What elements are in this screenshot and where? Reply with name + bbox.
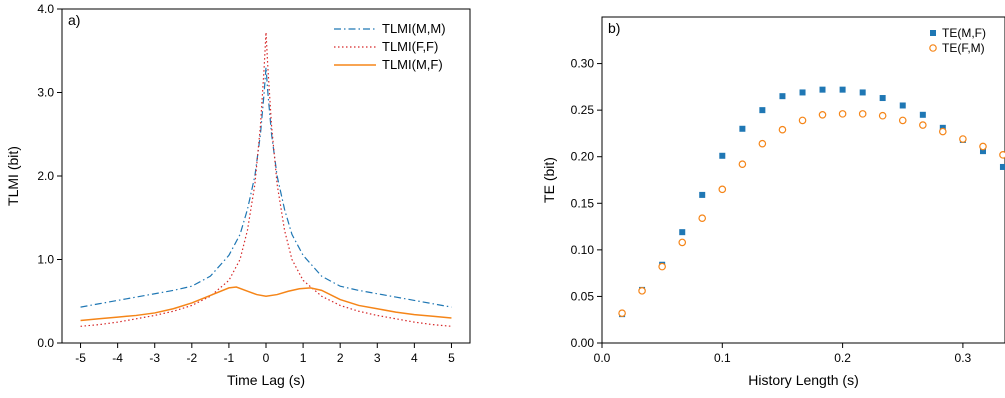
legend-swatch	[929, 44, 937, 52]
data-point-circle	[758, 139, 767, 148]
data-point-circle	[999, 151, 1005, 159]
data-point-circle	[798, 116, 807, 125]
data-point-circle	[959, 135, 967, 143]
y-tick-label: 3.0	[37, 86, 54, 100]
data-point-square	[979, 148, 986, 155]
legend-label: TE(M,F)	[942, 26, 986, 40]
data-point-circle	[838, 110, 847, 118]
x-tick-label: -4	[112, 351, 123, 365]
y-tick-label: 4.0	[37, 2, 54, 16]
x-axis-label: Time Lag (s)	[227, 372, 305, 388]
x-tick-label: 0.0	[594, 351, 611, 365]
y-tick-label: 0.0	[37, 336, 54, 350]
x-tick-label: 5	[448, 351, 455, 365]
legend-label: TLMI(M,M)	[382, 21, 446, 36]
data-point-circle	[858, 110, 867, 118]
data-point-square	[899, 102, 906, 109]
x-tick-label: -5	[75, 351, 86, 365]
data-point-square	[839, 86, 846, 93]
x-tick-label: 0	[263, 351, 270, 365]
panel-label: b)	[608, 20, 620, 36]
data-point-square	[879, 95, 886, 102]
data-point-circle	[698, 214, 707, 222]
panel-a: -5 -4 -3 -2 -1 0 1 2 3 4 5 0.0 1.0 2.0 3.0 4.0 Time Lag …	[5, 2, 471, 388]
data-point-square	[779, 93, 786, 100]
data-point-square	[819, 86, 826, 93]
x-axis-label: History Length (s)	[748, 372, 858, 388]
y-tick-label: 0.20	[571, 150, 595, 164]
data-point-square	[719, 152, 726, 159]
y-axis-label: TLMI (bit)	[5, 146, 21, 206]
data-point-circle	[778, 125, 787, 134]
y-axis-label: TE (bit)	[541, 157, 557, 203]
data-point-square	[919, 111, 926, 118]
x-tick-label: -1	[224, 351, 235, 365]
panel-label: a)	[68, 12, 80, 28]
data-point-circle	[618, 309, 626, 317]
series-line	[80, 286, 452, 322]
data-point-circle	[678, 238, 687, 247]
x-tick-label: 4	[411, 351, 418, 365]
data-point-circle	[979, 142, 987, 151]
data-point-circle	[638, 287, 646, 295]
data-point-square	[699, 191, 706, 198]
y-tick-label: 0.05	[571, 289, 595, 303]
legend-label: TE(F,M)	[942, 41, 985, 55]
x-tick-label: 0.3	[955, 351, 972, 365]
data-point-square	[799, 89, 806, 96]
x-tick-label: -3	[149, 351, 160, 365]
data-point-square	[999, 163, 1005, 170]
y-tick-label: 0.10	[571, 243, 595, 257]
y-tick-label: 1.0	[37, 253, 54, 267]
data-point-circle	[898, 116, 907, 125]
x-tick-label: 3	[374, 351, 381, 365]
data-point-circle	[658, 262, 666, 271]
data-point-circle	[878, 111, 887, 120]
data-point-circle	[718, 185, 727, 194]
series-line	[80, 32, 452, 327]
data-point-square	[679, 229, 686, 236]
data-point-square	[739, 125, 746, 132]
y-tick-label: 0.15	[571, 196, 595, 210]
data-point-circle	[738, 160, 747, 168]
data-point-circle	[939, 127, 947, 136]
x-tick-label: 1	[300, 351, 307, 365]
data-point-circle	[919, 121, 927, 129]
legend-label: TLMI(F,F)	[382, 39, 438, 54]
series-line	[80, 67, 452, 308]
y-tick-label: 0.30	[571, 57, 595, 71]
y-tick-label: 0.25	[571, 103, 595, 117]
x-tick-label: 0.2	[834, 351, 851, 365]
x-tick-label: -2	[186, 351, 197, 365]
plot-frame	[601, 16, 1005, 344]
data-point-square	[759, 107, 766, 114]
y-tick-label: 2.0	[37, 169, 54, 183]
data-point-circle	[818, 111, 827, 119]
legend-swatch	[930, 30, 936, 36]
panel-b: 0.0 0.1 0.2 0.3 0.00 0.05 0.10 0.15 0.20 0.25 0.30…	[541, 16, 1005, 388]
data-point-square	[859, 89, 866, 96]
legend-label: TLMI(M,F)	[382, 57, 443, 72]
x-tick-label: 2	[337, 351, 344, 365]
x-tick-label: 0.1	[714, 351, 731, 365]
y-tick-label: 0.00	[571, 336, 595, 350]
